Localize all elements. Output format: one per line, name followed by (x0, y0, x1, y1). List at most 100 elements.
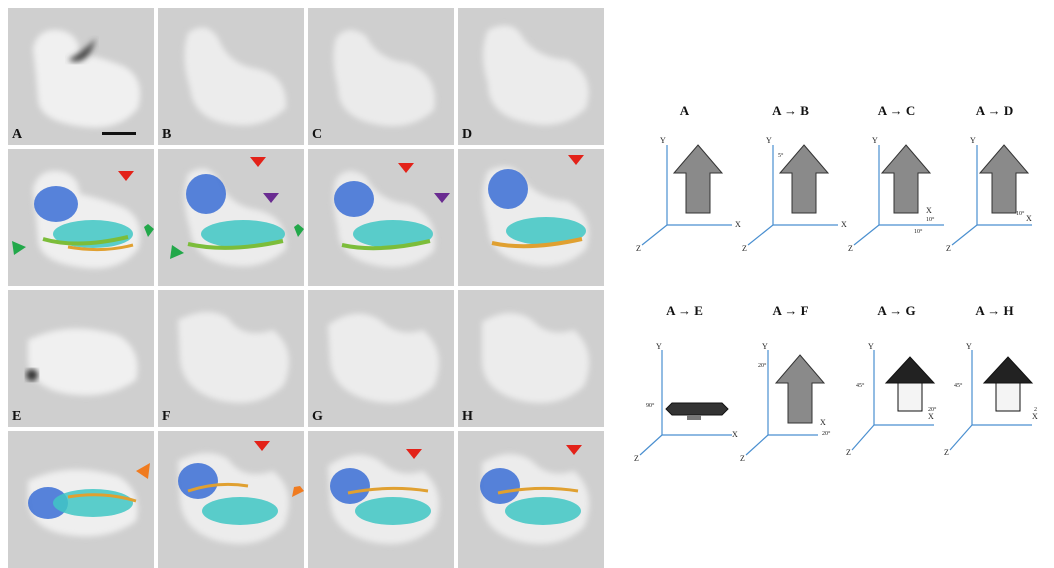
panel-letter: D (462, 127, 473, 142)
diagram-title: A → F (772, 303, 809, 318)
panel-E-overlay (8, 431, 154, 568)
red-arrowhead (398, 163, 414, 173)
fitted-structure-image (28, 463, 150, 537)
diagram-title: A → E (666, 303, 703, 318)
axes-arrow-diagram: Y X Z 10° (946, 136, 1032, 253)
panel-F-overlay (158, 431, 304, 568)
red-arrowhead (568, 155, 584, 165)
particle-image (33, 29, 141, 128)
x-axis-label: X (820, 418, 826, 427)
angle-label: 10° (914, 228, 923, 235)
diagram-title: A → G (877, 303, 916, 318)
panel-E: E (8, 290, 154, 427)
green-arrowhead (294, 224, 304, 237)
particle-image (328, 313, 440, 403)
angle-label: 20° (822, 430, 831, 437)
fitted-structure-image (178, 441, 304, 544)
diagram-A-to-E: A → E Y X Z 90° (632, 295, 738, 470)
diagram-title: A → H (975, 303, 1014, 318)
diagram-title: A → B (772, 103, 809, 118)
particle-image (26, 328, 138, 396)
rotation-diagrams: A Y X Z A → B Y X Z 5° A → C Y (620, 95, 1050, 475)
x-axis-label: X (735, 220, 741, 229)
panel-B-overlay (158, 149, 304, 286)
diagram-A-to-F: A → F Y X Z 20° 20° (738, 295, 843, 470)
panel-letter: G (312, 409, 323, 424)
angle-label: 10° (926, 216, 935, 223)
x-axis-label: X (926, 206, 932, 215)
particle-image (482, 312, 590, 403)
z-axis-label: Z (636, 244, 641, 253)
panel-letter: E (12, 409, 22, 424)
green-arrowhead (144, 224, 154, 237)
diagram-title: A → D (975, 103, 1014, 118)
particle-image (333, 29, 435, 127)
angle-label: 20° (928, 406, 937, 413)
em-class-average-grid: A B C D (8, 8, 608, 568)
z-axis-label: Z (742, 244, 747, 253)
axes-arrow-diagram: Y X Z 45° 2 (944, 342, 1038, 457)
orange-arrowhead (292, 486, 304, 497)
y-axis-label: Y (872, 136, 878, 145)
angle-label: 45° (856, 382, 865, 389)
panel-A-overlay (8, 149, 154, 286)
y-axis-label: Y (766, 136, 772, 145)
red-arrowhead (254, 441, 270, 451)
panel-letter: F (162, 409, 171, 424)
angle-label: 5° (778, 152, 784, 159)
panel-C-overlay (308, 149, 454, 286)
z-axis-label: Z (848, 244, 853, 253)
red-arrowhead (250, 157, 266, 167)
panel-G: G (308, 290, 454, 427)
purple-arrowhead (434, 193, 450, 203)
z-axis-label: Z (740, 454, 745, 463)
x-axis-label: X (1032, 412, 1038, 421)
fitted-structure-image (328, 449, 440, 544)
x-axis-label: X (928, 412, 934, 421)
diagram-A-to-G: A → G Y X Z 45° 20° (844, 295, 949, 470)
panel-H-overlay (458, 431, 604, 568)
particle-image (483, 25, 589, 125)
angle-label: 10° (1016, 210, 1025, 217)
y-axis-label: Y (970, 136, 976, 145)
axes-arrow-diagram: Y X Z 45° 20° (846, 342, 937, 457)
angle-label: 2 (1034, 407, 1037, 413)
particle-image (178, 311, 290, 403)
fitted-structure-image (480, 445, 590, 544)
green-arrowhead (170, 245, 184, 259)
panel-A: A (8, 8, 154, 145)
z-axis-label: Z (946, 244, 951, 253)
fitted-structure-image (12, 170, 154, 269)
fitted-structure-image (333, 163, 450, 268)
red-arrowhead (406, 449, 422, 459)
green-arrowhead (12, 241, 26, 255)
panel-letter: B (162, 127, 172, 142)
panel-D: D (458, 8, 604, 145)
y-axis-label: Y (868, 342, 874, 351)
axes-arrow-diagram: Y X Z 90° (634, 342, 738, 463)
angle-label: 45° (954, 382, 963, 389)
y-axis-label: Y (966, 342, 972, 351)
panel-F: F (158, 290, 304, 427)
diagram-A: A Y X Z (632, 95, 741, 270)
panel-B: B (158, 8, 304, 145)
diagram-A-to-B: A → B Y X Z 5° (738, 95, 847, 270)
scale-bar (102, 132, 136, 135)
axes-arrow-diagram: Y X Z 20° 20° (740, 342, 831, 463)
angle-label: 90° (646, 402, 655, 409)
angle-label: 20° (758, 362, 767, 369)
panel-C: C (308, 8, 454, 145)
fitted-structure-image (170, 157, 304, 267)
x-axis-label: X (1026, 214, 1032, 223)
axes-arrow-diagram: Y X Z 5° (742, 136, 847, 253)
x-axis-label: X (841, 220, 847, 229)
panel-letter: C (312, 127, 323, 142)
diagram-title: A (679, 103, 690, 118)
axes-arrow-diagram: Y X Z (636, 136, 741, 253)
panel-letter: H (462, 409, 473, 424)
x-axis-label: X (732, 430, 738, 439)
y-axis-label: Y (656, 342, 662, 351)
axes-arrow-diagram: Y X Z 10° 10° (848, 136, 944, 253)
y-axis-label: Y (660, 136, 666, 145)
fitted-structure-image (483, 155, 589, 266)
